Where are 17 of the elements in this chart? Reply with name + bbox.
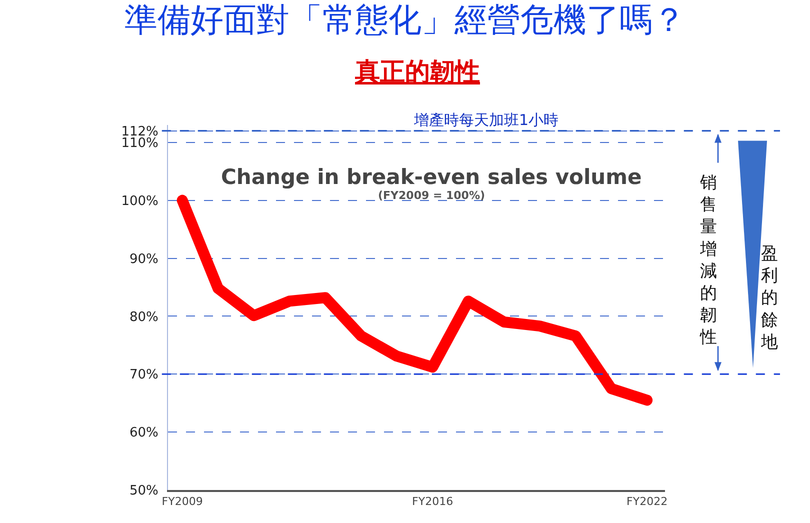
chart-title: 準備好面對「常態化」經營危機了嗎？ bbox=[124, 0, 686, 39]
text: 盈利的餘地 bbox=[760, 244, 778, 352]
y-tick-label: 100% bbox=[121, 194, 158, 209]
text: 销售量增減的韌性 bbox=[699, 173, 717, 348]
y-tick-label: 90% bbox=[129, 252, 158, 267]
annotation: (FY2009 = 100%) bbox=[378, 189, 486, 202]
x-tick-label: FY2009 bbox=[162, 494, 203, 508]
ref-line-label: 增產時每天加班1小時 bbox=[413, 111, 559, 129]
y-tick-label: 80% bbox=[129, 310, 158, 325]
y-tick-label: 110% bbox=[121, 136, 158, 151]
x-tick-label: FY2016 bbox=[412, 494, 454, 508]
annotation: Change in break-even sales volume bbox=[221, 165, 642, 189]
y-tick-label: 70% bbox=[129, 368, 158, 383]
y-tick-label: 50% bbox=[129, 484, 158, 499]
y-tick-label: 60% bbox=[129, 426, 158, 441]
x-tick-label: FY2022 bbox=[626, 494, 668, 508]
chart-subtitle: 真正的韌性 bbox=[354, 57, 480, 86]
